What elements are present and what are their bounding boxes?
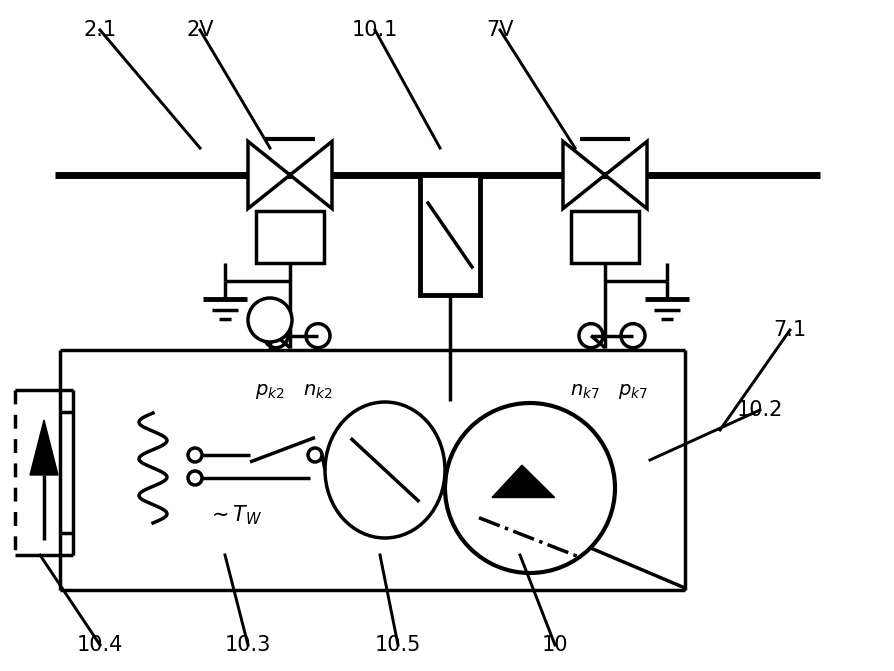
Text: 7V: 7V [486, 20, 514, 40]
Circle shape [188, 471, 202, 485]
Circle shape [248, 298, 292, 342]
Text: 10: 10 [542, 635, 569, 655]
Circle shape [306, 323, 330, 348]
Polygon shape [248, 142, 290, 209]
Polygon shape [290, 142, 332, 209]
Text: 2.1: 2.1 [83, 20, 116, 40]
Bar [256, 211, 324, 263]
Text: 10.3: 10.3 [224, 635, 271, 655]
Bar [571, 211, 639, 263]
Bar [420, 175, 480, 295]
Polygon shape [605, 142, 647, 209]
Text: 10.1: 10.1 [352, 20, 398, 40]
Circle shape [579, 323, 603, 348]
Text: $p_{k2}$: $p_{k2}$ [255, 382, 285, 401]
Text: 2V: 2V [186, 20, 214, 40]
Polygon shape [492, 465, 554, 497]
Circle shape [621, 323, 645, 348]
Circle shape [445, 403, 615, 573]
Circle shape [264, 323, 288, 348]
Circle shape [188, 448, 202, 462]
Text: 10.5: 10.5 [375, 635, 421, 655]
Text: $n_{k2}$: $n_{k2}$ [303, 382, 333, 401]
Text: 10.2: 10.2 [737, 400, 783, 420]
Ellipse shape [325, 402, 445, 538]
Text: $p_{k7}$: $p_{k7}$ [618, 382, 648, 401]
Polygon shape [30, 420, 58, 475]
Text: 7.1: 7.1 [773, 320, 806, 340]
Text: $\sim T_W$: $\sim T_W$ [207, 503, 263, 527]
Polygon shape [563, 142, 605, 209]
Text: 10.4: 10.4 [77, 635, 123, 655]
Text: $n_{k7}$: $n_{k7}$ [570, 382, 600, 401]
Circle shape [308, 448, 322, 462]
